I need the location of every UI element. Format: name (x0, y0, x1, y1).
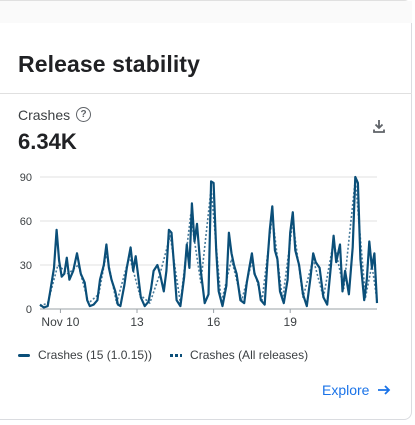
y-tick-label: 30 (20, 260, 32, 272)
solid-line-swatch-icon (18, 353, 30, 357)
card-top-strip (0, 1, 412, 23)
legend-label-all-releases: Crashes (All releases) (190, 348, 309, 362)
legend-item-all-releases[interactable]: Crashes (All releases) (170, 348, 308, 362)
legend-item-release[interactable]: Crashes (15 (1.0.15)) (18, 348, 152, 362)
x-tick-label: 19 (284, 315, 298, 329)
x-tick-label: 13 (130, 315, 144, 329)
help-circle-icon[interactable]: ? (76, 107, 91, 122)
header-divider (0, 93, 412, 94)
crashes-line-chart: 90 60 30 0 Nov 10 13 16 19 (20, 172, 379, 329)
dotted-line-swatch-icon (170, 353, 183, 357)
arrow-right-icon (378, 385, 391, 395)
metric-value: 6.34K (18, 129, 77, 154)
y-tick-label: 0 (26, 304, 32, 316)
y-tick-label: 60 (20, 216, 32, 228)
explore-label: Explore (322, 382, 370, 398)
card-title: Release stability (18, 51, 200, 77)
download-icon[interactable] (370, 117, 388, 135)
x-tick-label: Nov 10 (41, 315, 79, 329)
explore-link[interactable]: Explore (322, 382, 391, 398)
chart-legend: Crashes (15 (1.0.15)) Crashes (All relea… (18, 348, 326, 362)
x-tick-label: 16 (207, 315, 221, 329)
legend-label-release: Crashes (15 (1.0.15)) (38, 348, 153, 362)
y-tick-label: 90 (20, 172, 32, 184)
metric-label: Crashes (18, 107, 71, 123)
series-line-release (39, 175, 379, 309)
